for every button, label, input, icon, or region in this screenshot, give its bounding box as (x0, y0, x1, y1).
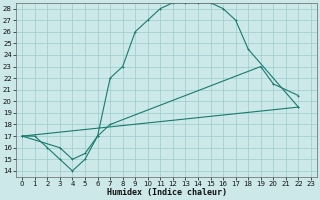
X-axis label: Humidex (Indice chaleur): Humidex (Indice chaleur) (107, 188, 227, 197)
